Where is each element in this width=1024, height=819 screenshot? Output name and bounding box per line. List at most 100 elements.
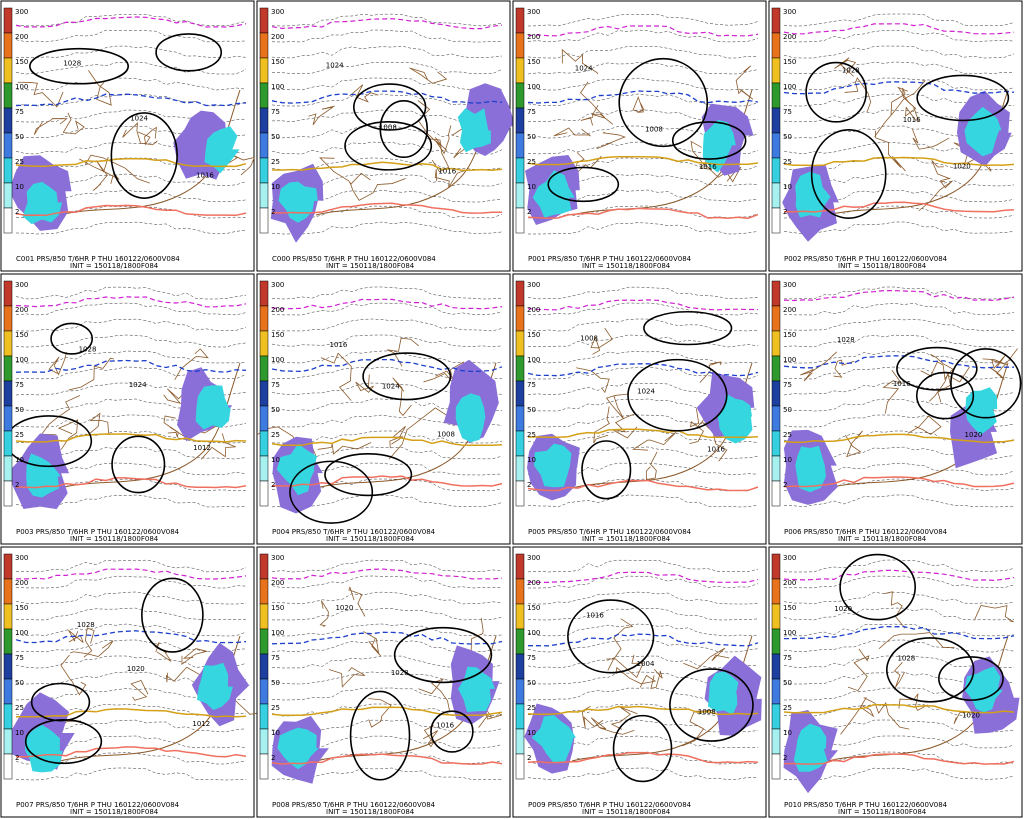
isotherm	[784, 286, 1015, 300]
colorbar-label: 25	[783, 431, 792, 439]
map-panel: 1028 1024 1016 300 200 150 100 75 50 25 10 2 C001 PR…	[0, 0, 255, 272]
colorbar-swatch	[771, 578, 781, 605]
isobar	[50, 322, 94, 355]
colorbar-swatch	[3, 207, 13, 234]
isotherm	[783, 318, 1015, 332]
colorbar-swatch	[3, 553, 13, 580]
border-line	[62, 112, 85, 135]
colorbar-swatch	[771, 32, 781, 59]
colorbar-swatch	[3, 182, 13, 209]
isobar-label: 1020	[335, 604, 353, 612]
isobar	[30, 682, 91, 722]
isotherm	[783, 607, 1015, 621]
isotherm	[783, 61, 1015, 75]
colorbar-label: 10	[527, 729, 536, 737]
isobar	[839, 553, 916, 621]
border-line	[897, 86, 917, 122]
colorbar-swatch	[3, 280, 13, 307]
isotherm	[783, 13, 1015, 27]
isotherm	[527, 318, 759, 332]
precip-area	[276, 443, 317, 496]
colorbar-swatch	[3, 678, 13, 705]
colorbar-swatch	[515, 57, 525, 84]
colorbar-swatch	[515, 182, 525, 209]
isotherm	[15, 13, 247, 27]
colorbar-label: 200	[271, 33, 284, 41]
colorbar-label: 150	[783, 331, 796, 339]
isotherm	[527, 77, 759, 91]
isotherm	[783, 29, 1015, 43]
map-panel: 1028 1016 1020 300 200 150 100 75 50 25 10 2 P006 PR…	[768, 273, 1023, 545]
colorbar-label: 2	[15, 208, 19, 216]
colorbar-label: 100	[271, 83, 284, 91]
isobar	[430, 710, 474, 753]
precip-area	[455, 393, 486, 443]
isobar	[29, 47, 129, 85]
isobar	[547, 166, 620, 203]
isotherm	[783, 77, 1015, 91]
border-line	[68, 357, 115, 391]
colorbar-label: 2	[15, 754, 19, 762]
map-panel: 1024 1008 1016 300 200 150 100 75 50 25 10 2 P001 PR…	[512, 0, 767, 272]
colorbar-swatch	[515, 703, 525, 730]
precip-area	[204, 126, 240, 174]
arctic-isotherm	[271, 298, 503, 310]
colorbar-label: 100	[527, 629, 540, 637]
isotherm	[271, 190, 503, 203]
isobar-label: 1024	[382, 382, 400, 390]
colorbar-swatch	[771, 678, 781, 705]
colorbar-swatch	[3, 107, 13, 134]
colorbar-label: 2	[783, 208, 787, 216]
colorbar-swatch	[771, 753, 781, 780]
border-line	[181, 648, 207, 666]
colorbar-swatch	[515, 107, 525, 134]
isobar-label: 1016	[438, 168, 456, 176]
border-line	[650, 668, 663, 690]
isotherm	[271, 494, 503, 508]
colorbar-label: 300	[15, 8, 28, 16]
colorbar-label: 300	[783, 281, 796, 289]
panel-init: INIT = 150118/1800F084	[582, 535, 671, 543]
colorbar-label: 200	[15, 579, 28, 587]
border-line	[84, 154, 150, 184]
border-line	[612, 413, 638, 439]
arctic-isotherm	[783, 23, 1015, 35]
colorbar-swatch	[259, 380, 269, 407]
panel-init: INIT = 150118/1800F084	[838, 262, 927, 270]
isotherm	[15, 494, 247, 508]
panel-caption: P005 PRS/850 T/6HR P THU 160122/0600V084	[528, 528, 692, 536]
colorbar-swatch	[259, 578, 269, 605]
colorbar-label: 300	[15, 554, 28, 562]
border-line	[874, 80, 926, 137]
isotherm	[783, 221, 1015, 235]
border-line	[918, 180, 953, 212]
isobar-label: 1028	[79, 346, 97, 354]
colorbar-label: 10	[15, 183, 24, 191]
border-line	[392, 377, 412, 417]
isobar	[810, 129, 887, 219]
isotherm	[15, 173, 247, 187]
isotherm	[15, 221, 247, 235]
border-line	[434, 169, 466, 188]
isotherm	[271, 45, 503, 59]
border-line	[840, 697, 875, 735]
colorbar-swatch	[771, 653, 781, 680]
isotherm	[271, 478, 503, 492]
border-line	[576, 367, 610, 394]
colorbar-swatch	[259, 355, 269, 382]
border-line	[930, 353, 970, 383]
cold-isotherm	[527, 90, 759, 104]
colorbar-swatch	[515, 728, 525, 755]
panel-init: INIT = 150118/1800F084	[70, 808, 159, 816]
colorbar-label: 10	[527, 456, 536, 464]
panel-caption: P010 PRS/850 T/6HR P THU 160122/0600V084	[784, 801, 948, 809]
isotherm	[783, 334, 1015, 348]
cold-isotherm	[15, 630, 247, 644]
isotherm	[528, 575, 759, 589]
warm-isotherm	[784, 201, 1015, 213]
border-line	[844, 77, 872, 113]
isotherm	[15, 189, 247, 203]
colorbar-label: 150	[271, 604, 284, 612]
border-line	[632, 96, 645, 113]
colorbar-label: 2	[527, 208, 531, 216]
